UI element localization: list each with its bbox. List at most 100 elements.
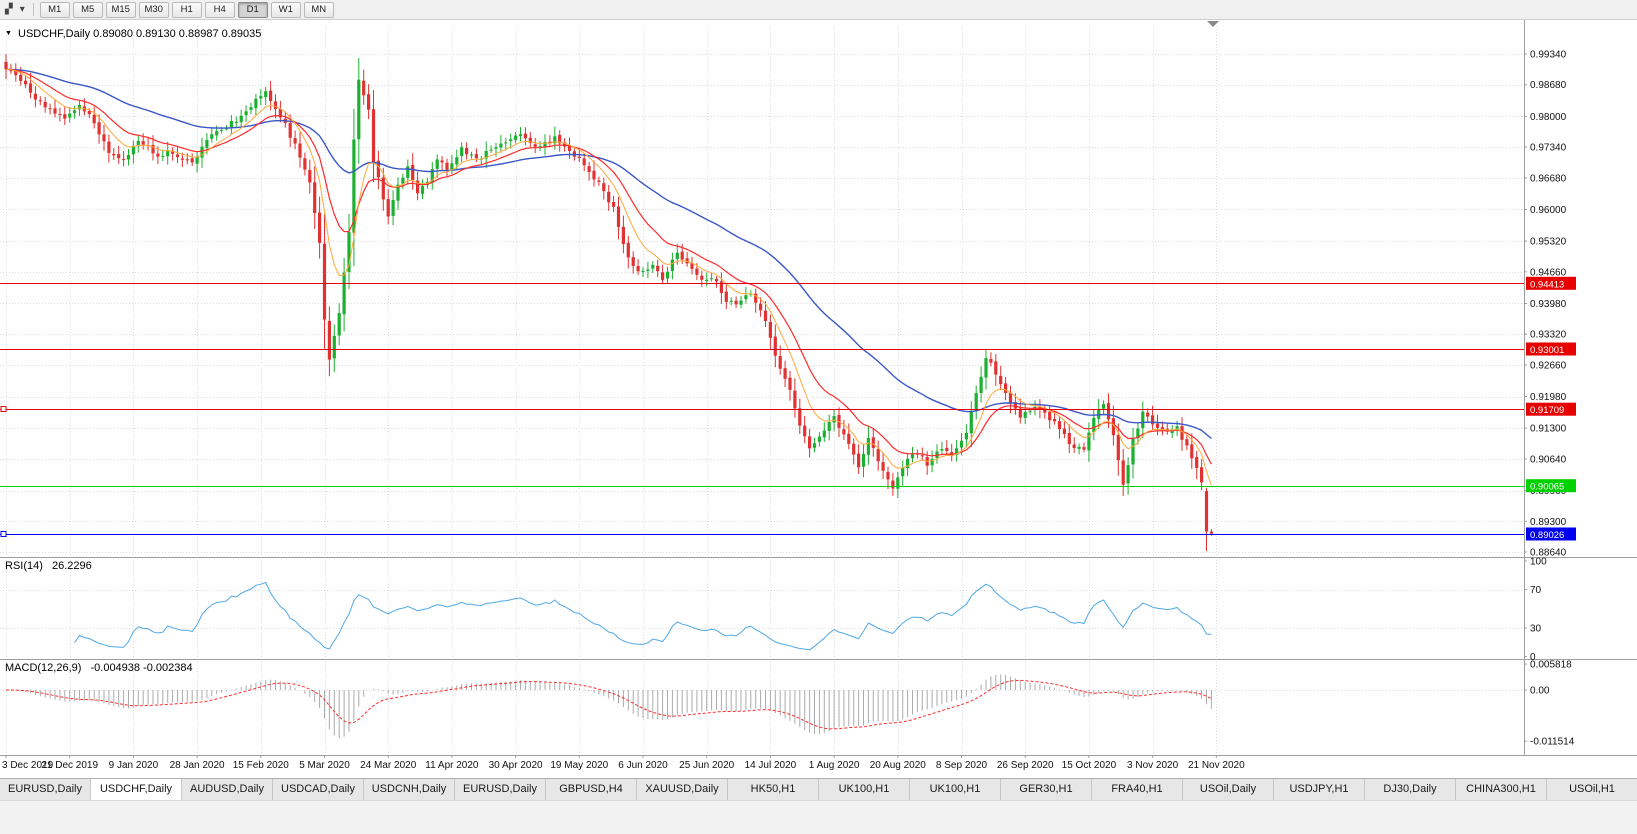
hline-handle[interactable] xyxy=(0,406,7,412)
symbol-tab[interactable]: UK100,H1 xyxy=(910,779,1001,800)
svg-text:0.94660: 0.94660 xyxy=(1530,267,1567,278)
svg-text:0.97340: 0.97340 xyxy=(1530,143,1567,154)
macd-panel-label: MACD(12,26,9) -0.004938 -0.002384 xyxy=(5,662,193,674)
symbol-tab[interactable]: USOil,Daily xyxy=(1183,779,1274,800)
symbol-tab[interactable]: UK100,H1 xyxy=(819,779,910,800)
grid xyxy=(0,26,1524,755)
moving-averages xyxy=(5,68,1212,486)
symbol-tabbar: EURUSD,Daily USDCHF,Daily AUDUSD,Daily U… xyxy=(0,778,1637,800)
ma-slow-line xyxy=(6,68,1212,440)
symbol-tab[interactable]: USDCHF,Daily xyxy=(91,779,182,800)
symbol-tab[interactable]: CHINA300,H1 xyxy=(1456,779,1547,800)
timeframe-button-w1[interactable]: W1 xyxy=(270,1,301,18)
svg-text:0.89026: 0.89026 xyxy=(1530,530,1564,541)
rsi-indicator xyxy=(74,581,1212,651)
timeframe-button-h4[interactable]: H4 xyxy=(204,1,235,18)
symbol-tab[interactable]: DJ30,Daily xyxy=(1365,779,1456,800)
svg-text:0.94413: 0.94413 xyxy=(1530,279,1564,290)
timeframe-button-m1[interactable]: M1 xyxy=(39,1,70,18)
symbol-tab[interactable]: USDCNH,Daily xyxy=(364,779,455,800)
symbol-tab[interactable]: HK50,H1 xyxy=(728,779,819,800)
timeframe-button-m15[interactable]: M15 xyxy=(105,1,136,18)
svg-text:15 Feb 2020: 15 Feb 2020 xyxy=(233,760,290,771)
svg-text:21 Dec 2019: 21 Dec 2019 xyxy=(41,760,98,771)
svg-text:0.96000: 0.96000 xyxy=(1530,205,1567,216)
svg-text:0.99340: 0.99340 xyxy=(1530,50,1567,61)
timeframe-button-m5[interactable]: M5 xyxy=(72,1,103,18)
svg-text:14 Jul 2020: 14 Jul 2020 xyxy=(745,760,797,771)
rsi-value: 26.2296 xyxy=(51,560,92,572)
svg-text:8 Sep 2020: 8 Sep 2020 xyxy=(936,760,988,771)
symbol-tab[interactable]: GBPUSD,H4 xyxy=(546,779,637,800)
svg-text:0.96680: 0.96680 xyxy=(1530,173,1567,184)
svg-text:70: 70 xyxy=(1530,585,1542,596)
svg-text:0.93980: 0.93980 xyxy=(1530,299,1567,310)
ma-fast-line xyxy=(5,68,1212,486)
svg-text:5 Mar 2020: 5 Mar 2020 xyxy=(299,760,350,771)
svg-text:0.005818: 0.005818 xyxy=(1530,660,1572,671)
svg-text:1 Aug 2020: 1 Aug 2020 xyxy=(809,760,860,771)
svg-text:6 Jun 2020: 6 Jun 2020 xyxy=(618,760,668,771)
hline-handle[interactable] xyxy=(0,531,7,537)
axis-price-tags: 0.94413 0.93001 0.91709 0.90065 0.89026 xyxy=(1526,276,1576,541)
svg-text:100: 100 xyxy=(1530,557,1547,568)
svg-text:0.88640: 0.88640 xyxy=(1530,548,1567,559)
svg-text:30: 30 xyxy=(1530,623,1542,634)
svg-text:0.89300: 0.89300 xyxy=(1530,517,1567,528)
svg-text:9 Jan 2020: 9 Jan 2020 xyxy=(109,760,159,771)
symbol-tab[interactable]: XAUUSD,Daily xyxy=(637,779,728,800)
rsi-label-text: RSI(14) xyxy=(5,560,43,572)
rsi-line xyxy=(74,581,1212,651)
svg-text:11 Apr 2020: 11 Apr 2020 xyxy=(425,760,479,771)
symbol-tab[interactable]: USDJPY,H1 xyxy=(1274,779,1365,800)
timeframe-button-h1[interactable]: H1 xyxy=(171,1,202,18)
svg-text:0.91300: 0.91300 xyxy=(1530,424,1567,435)
rsi-panel-label: RSI(14) 26.2296 xyxy=(5,560,92,572)
macd-signal-line xyxy=(6,679,1212,730)
svg-text:0.90065: 0.90065 xyxy=(1530,482,1564,493)
symbol-tab[interactable]: EURUSD,Daily xyxy=(455,779,546,800)
horizontal-line-objects xyxy=(0,283,1524,537)
timeframe-button-m30[interactable]: M30 xyxy=(138,1,169,18)
symbol-tab[interactable]: USOil,H1 xyxy=(1547,779,1637,800)
chart-title-ohlc: USDCHF,Daily 0.89080 0.89130 0.88987 0.8… xyxy=(18,28,262,40)
chart-type-icon[interactable]: ▞ xyxy=(5,4,13,15)
svg-text:19 May 2020: 19 May 2020 xyxy=(550,760,608,771)
macd-label-text: MACD(12,26,9) xyxy=(5,662,82,674)
symbol-tab[interactable]: AUDUSD,Daily xyxy=(182,779,273,800)
symbol-tab[interactable]: USDCAD,Daily xyxy=(273,779,364,800)
chart-shift-marker[interactable] xyxy=(1207,21,1219,27)
price-axis: 0.99340 0.98680 0.98000 0.97340 0.96680 0.960… xyxy=(1524,50,1575,748)
bottom-filler xyxy=(0,800,1637,834)
svg-text:0: 0 xyxy=(1530,652,1536,663)
svg-text:25 Jun 2020: 25 Jun 2020 xyxy=(679,760,734,771)
svg-text:30 Apr 2020: 30 Apr 2020 xyxy=(489,760,543,771)
svg-text:0.93001: 0.93001 xyxy=(1530,345,1564,356)
svg-text:0.91980: 0.91980 xyxy=(1530,392,1567,403)
svg-text:0.95320: 0.95320 xyxy=(1530,237,1567,248)
svg-text:26 Sep 2020: 26 Sep 2020 xyxy=(997,760,1054,771)
svg-text:0.00: 0.00 xyxy=(1530,686,1550,697)
chart-header: ▼ USDCHF,Daily 0.89080 0.89130 0.88987 0… xyxy=(5,28,261,40)
toolbar-separator xyxy=(32,3,34,16)
symbol-tab[interactable]: GER30,H1 xyxy=(1001,779,1092,800)
chart-canvas[interactable]: 0.99340 0.98680 0.98000 0.97340 0.96680 0.960… xyxy=(0,0,1637,778)
svg-text:0.90640: 0.90640 xyxy=(1530,454,1567,465)
svg-text:0.92660: 0.92660 xyxy=(1530,360,1567,371)
timeframe-button-mn[interactable]: MN xyxy=(303,1,334,18)
svg-text:0.91709: 0.91709 xyxy=(1530,405,1564,416)
collapse-indicator-icon[interactable]: ▼ xyxy=(5,30,12,37)
symbol-tab[interactable]: FRA40,H1 xyxy=(1092,779,1183,800)
symbol-tab[interactable]: EURUSD,Daily xyxy=(0,779,91,800)
svg-text:-0.011514: -0.011514 xyxy=(1530,737,1575,748)
macd-values: -0.004938 -0.002384 xyxy=(90,662,193,674)
panel-separators[interactable] xyxy=(0,20,1637,756)
dropdown-arrow-icon[interactable]: ▾ xyxy=(19,4,25,15)
svg-text:21 Nov 2020: 21 Nov 2020 xyxy=(1188,760,1245,771)
macd-indicator xyxy=(6,674,1212,739)
svg-text:15 Oct 2020: 15 Oct 2020 xyxy=(1062,760,1117,771)
svg-text:0.93320: 0.93320 xyxy=(1530,330,1567,341)
svg-text:28 Jan 2020: 28 Jan 2020 xyxy=(170,760,225,771)
timeframe-button-d1[interactable]: D1 xyxy=(237,1,268,18)
